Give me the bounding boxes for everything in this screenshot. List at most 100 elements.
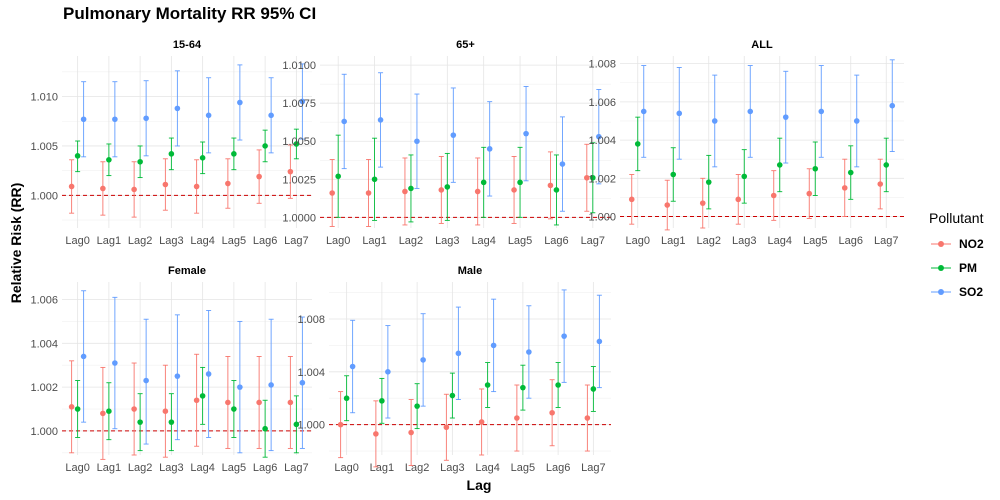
point-no2 — [841, 185, 848, 191]
x-tick-label: Lag5 — [222, 235, 246, 247]
point-so2 — [112, 360, 118, 366]
point-no2 — [193, 397, 200, 404]
point-no2 — [699, 200, 706, 206]
x-tick-label: Lag5 — [511, 462, 535, 474]
point-no2 — [373, 431, 379, 437]
x-tick-label: Lag4 — [768, 235, 792, 247]
point-no2 — [584, 174, 590, 181]
point-so2 — [455, 350, 462, 357]
point-pm — [520, 384, 526, 391]
point-no2 — [438, 187, 445, 193]
legend-key-so2 — [931, 289, 951, 295]
point-no2 — [131, 186, 137, 193]
legend-label-no2: NO2 — [959, 237, 984, 251]
x-tick-label: Lag2 — [128, 462, 152, 474]
point-so2 — [205, 371, 212, 377]
point-so2 — [237, 99, 243, 106]
point-so2 — [853, 118, 860, 124]
point-pm — [408, 185, 414, 192]
point-so2 — [523, 130, 529, 137]
x-tick-label: Lag6 — [839, 235, 863, 247]
point-pm — [590, 386, 597, 392]
point-pm — [168, 151, 175, 157]
legend-key-no2 — [931, 241, 951, 247]
point-no2 — [478, 419, 485, 425]
point-so2 — [268, 112, 274, 119]
legend-item-pm: PM — [929, 256, 984, 280]
point-so2 — [486, 146, 493, 152]
point-no2 — [256, 399, 262, 406]
point-so2 — [889, 102, 896, 109]
point-so2 — [561, 333, 567, 339]
point-no2 — [877, 181, 884, 187]
point-no2 — [511, 187, 517, 193]
legend-title: Pollutant — [929, 210, 984, 226]
point-pm — [812, 165, 819, 172]
y-tick-label: 1.010 — [30, 92, 58, 104]
point-pm — [590, 174, 596, 181]
point-no2 — [735, 196, 742, 203]
point-no2 — [337, 421, 344, 428]
point-pm — [371, 176, 378, 183]
x-tick-label: Lag3 — [435, 235, 459, 247]
point-no2 — [131, 406, 137, 412]
point-so2 — [205, 112, 212, 119]
x-tick-label: Lag4 — [190, 462, 214, 474]
point-pm — [106, 408, 112, 415]
legend-label-so2: SO2 — [959, 285, 984, 299]
point-so2 — [420, 357, 426, 363]
x-tick-label: Lag3 — [440, 462, 464, 474]
point-no2 — [100, 410, 106, 417]
point-so2 — [174, 105, 181, 112]
point-no2 — [287, 168, 294, 175]
panel-title: Male — [458, 265, 482, 277]
x-tick-label: Lag1 — [97, 462, 121, 474]
point-pm — [74, 153, 81, 159]
point-no2 — [225, 180, 231, 187]
point-pm — [74, 406, 81, 412]
point-so2 — [490, 342, 497, 349]
point-so2 — [112, 116, 118, 123]
y-tick-label: 1.008 — [297, 314, 325, 326]
point-no2 — [225, 399, 231, 406]
x-tick-label: Lag5 — [803, 235, 827, 247]
point-so2 — [450, 132, 457, 138]
x-tick-label: Lag7 — [581, 235, 605, 247]
point-so2 — [526, 349, 532, 355]
point-pm — [293, 141, 300, 147]
x-tick-label: Lag5 — [222, 462, 246, 474]
point-pm — [553, 187, 560, 193]
y-tick-label: 1.004 — [297, 367, 325, 379]
x-tick-label: Lag1 — [362, 235, 386, 247]
x-tick-label: Lag2 — [697, 235, 721, 247]
y-tick-label: 1.004 — [30, 338, 58, 350]
point-pm — [379, 398, 385, 404]
point-so2 — [782, 114, 789, 120]
point-no2 — [806, 190, 813, 197]
point-so2 — [237, 384, 243, 390]
panel-15-64: 15-64 1.000 1.005 1.010 Lag0 Lag1 Lag2 Lag3 Lag4… — [30, 39, 312, 247]
point-so2 — [174, 373, 181, 379]
point-pm — [484, 382, 491, 388]
x-tick-label: Lag4 — [190, 235, 214, 247]
point-no2 — [664, 202, 671, 208]
x-tick-label: Lag7 — [874, 235, 898, 247]
y-tick-label: 1.006 — [30, 295, 58, 307]
y-tick-label: 1.000 — [588, 212, 616, 224]
point-pm — [449, 392, 456, 399]
point-no2 — [770, 192, 777, 199]
x-tick-label: Lag0 — [326, 235, 350, 247]
y-tick-label: 1.0075 — [282, 98, 316, 110]
point-pm — [106, 156, 112, 163]
x-tick-label: Lag0 — [626, 235, 650, 247]
point-pm — [137, 158, 143, 165]
x-tick-label: Lag5 — [508, 235, 532, 247]
x-tick-label: Lag4 — [471, 235, 495, 247]
point-no2 — [256, 173, 262, 180]
point-pm — [231, 406, 237, 412]
y-tick-label: 1.004 — [588, 135, 616, 147]
y-tick-label: 1.000 — [30, 190, 58, 202]
y-tick-label: 1.000 — [30, 426, 58, 438]
point-pm — [343, 395, 350, 402]
